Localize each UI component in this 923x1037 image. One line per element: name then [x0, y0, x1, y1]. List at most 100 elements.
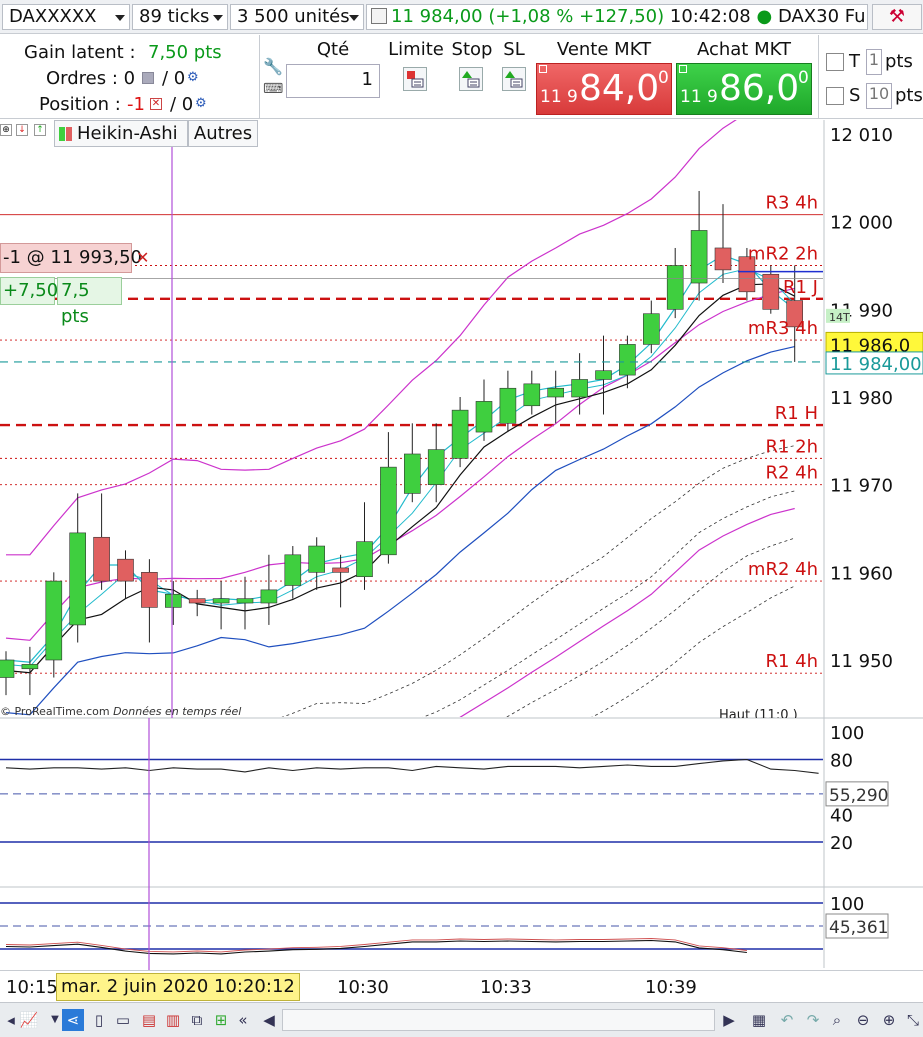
- time-axis: 10:15 10:30 10:33 10:39 mar. 2 juin 2020…: [0, 970, 923, 1002]
- candle-body: [284, 554, 302, 586]
- instrument-label: DAXXXXX: [9, 6, 97, 27]
- keyboard-icon[interactable]: ⌨: [263, 81, 284, 97]
- calendar-icon[interactable]: ▦: [751, 1011, 767, 1029]
- close-position-icon[interactable]: ✕: [150, 98, 162, 110]
- window-icon[interactable]: ⧉: [191, 1011, 203, 1029]
- sl-header: SL: [503, 39, 525, 60]
- candle: [69, 493, 86, 643]
- hidden-tag-label: 14T: [829, 311, 850, 324]
- chevron-down-icon[interactable]: ▼: [51, 1014, 59, 1025]
- buy-price-sup: 0: [798, 68, 809, 88]
- dotted-ma-line: [281, 445, 795, 717]
- table-icon[interactable]: ▤: [141, 1011, 157, 1029]
- down-arrow-icon[interactable]: ↓: [16, 124, 28, 136]
- candle: [403, 423, 421, 503]
- layout-icon[interactable]: ▯: [94, 1011, 104, 1029]
- scroll-left-icon[interactable]: ◀: [263, 1011, 275, 1029]
- candle: [45, 572, 63, 678]
- candle-body: [332, 567, 349, 573]
- quote-ticker: 11 984,00 (+1,08 % +127,50) 10:42:08 ● D…: [366, 4, 868, 30]
- open-position-tag[interactable]: -1 @ 11 993,50: [0, 243, 142, 273]
- price-tick-label: 12 000: [830, 213, 893, 234]
- chart-type-icon[interactable]: 📈: [19, 1011, 39, 1029]
- scrollbar-track[interactable]: [282, 1009, 715, 1031]
- close-icon[interactable]: ✕: [136, 248, 150, 267]
- trailing-unit: pts: [885, 51, 913, 72]
- undo-icon[interactable]: ↶: [780, 1011, 794, 1029]
- sell-price-sup: 0: [658, 68, 669, 88]
- pnl-tag: +7,50: [0, 277, 58, 305]
- position-sep: / 0: [170, 94, 194, 115]
- candle-body: [714, 247, 732, 271]
- sell-market-button[interactable]: 11 9 84,0 0: [536, 63, 672, 115]
- buy-market-button[interactable]: 11 9 86,0 0: [676, 63, 812, 115]
- candle-body: [666, 265, 684, 310]
- candle: [236, 576, 254, 630]
- redo-icon[interactable]: ↷: [806, 1011, 820, 1029]
- zoom-in-icon[interactable]: ⊕: [882, 1011, 896, 1029]
- menu-left-icon[interactable]: ◂: [7, 1011, 15, 1029]
- candle-body: [762, 273, 780, 310]
- sell-header: Vente MKT: [556, 39, 652, 60]
- info-icon[interactable]: [371, 8, 387, 24]
- scroll-right-icon[interactable]: ▶: [723, 1011, 735, 1029]
- zoom-icon[interactable]: ⊕: [0, 124, 12, 136]
- gear-icon[interactable]: ⚙: [195, 96, 207, 111]
- trend-ma-line: [5, 346, 795, 716]
- limit-order-button[interactable]: [403, 67, 427, 91]
- candle: [284, 546, 302, 599]
- share-icon[interactable]: ⋖: [62, 1009, 84, 1031]
- orders-icon[interactable]: [142, 72, 154, 84]
- candle: [380, 432, 397, 564]
- compare-icon[interactable]: ⊞: [214, 1011, 228, 1029]
- trailing-checkbox[interactable]: [826, 53, 844, 71]
- interval-dropdown[interactable]: 89 ticks: [132, 4, 228, 30]
- heikin-ashi-tab[interactable]: Heikin-Ashi: [54, 120, 188, 147]
- price-chart[interactable]: 100 80 40 20 55,290 100 45,361 R3 4h mR2 2h R1 …: [0, 120, 923, 970]
- expand-icon: [679, 65, 687, 73]
- instrument-dropdown[interactable]: DAXXXXX: [2, 4, 130, 30]
- candle-body: [356, 541, 373, 578]
- quantity-dropdown[interactable]: 3 500 unités: [230, 4, 364, 30]
- pivot-label: R1 4h: [765, 651, 818, 672]
- buy-price-small: 11 9: [680, 87, 718, 107]
- gear-icon[interactable]: ⚙: [187, 70, 199, 85]
- wrench-icon[interactable]: 🔧: [263, 57, 283, 76]
- trailing-input[interactable]: 1: [866, 49, 882, 75]
- zoom-area-icon[interactable]: ⤡: [906, 1011, 919, 1029]
- osc2-tick-label: 100: [830, 894, 864, 915]
- double-chevron-left-icon[interactable]: «: [238, 1011, 248, 1029]
- osc2-value-box: [825, 913, 889, 939]
- stop-input[interactable]: 10: [866, 83, 892, 109]
- candle: [260, 554, 278, 625]
- candle-body: [523, 383, 541, 407]
- pivot-label: R3 4h: [765, 193, 818, 214]
- sl-order-button[interactable]: [502, 67, 526, 91]
- price-tick-label: 11 970: [830, 476, 893, 497]
- position-label: Position :: [39, 94, 121, 115]
- autres-tab[interactable]: Autres: [188, 120, 258, 147]
- stop-order-icon: [462, 71, 480, 88]
- candle: [0, 651, 15, 696]
- chart-area[interactable]: 100 80 40 20 55,290 100 45,361 R3 4h mR2 2h R1 …: [0, 120, 923, 970]
- stop-order-button[interactable]: [459, 67, 483, 91]
- stop-checkbox[interactable]: [826, 87, 844, 105]
- buy-price-big: 86,0: [719, 68, 800, 109]
- limit-order-icon: [407, 71, 424, 88]
- zoom-fit-icon[interactable]: ⌕: [832, 1011, 842, 1029]
- osc1-line: [5, 758, 819, 774]
- qty-input[interactable]: 1: [286, 64, 380, 98]
- indicator-icon[interactable]: ▥: [165, 1011, 181, 1029]
- candle-body: [451, 409, 469, 459]
- zoom-out-icon[interactable]: ⊖: [856, 1011, 870, 1029]
- osc1-tick-label: 40: [830, 806, 853, 827]
- candle-body: [308, 545, 326, 573]
- gain-label: Gain latent :: [24, 42, 136, 63]
- comment-icon[interactable]: ▭: [115, 1011, 131, 1029]
- credit-text: © ProRealTime.com Données en temps réel: [0, 705, 241, 718]
- osc1-tick-label: 100: [830, 723, 864, 744]
- up-arrow-icon[interactable]: ↑: [34, 124, 46, 136]
- candle-body: [380, 466, 397, 556]
- tools-icon[interactable]: ⚒: [872, 4, 922, 30]
- main-price-panel: [0, 120, 823, 717]
